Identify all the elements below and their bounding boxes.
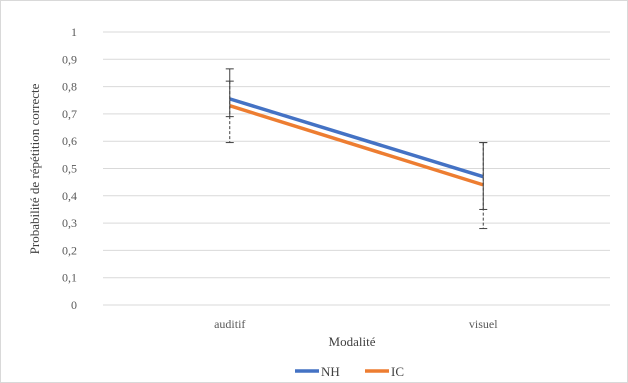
y-axis-title: Probabilité de répétition correcte bbox=[27, 83, 42, 254]
y-tick-labels: 0 0,1 0,2 0,3 0,4 0,5 0,6 0,7 0,8 0,9 1 bbox=[62, 25, 77, 312]
y-tick-label: 0,1 bbox=[62, 271, 77, 285]
y-tick-label: 0,7 bbox=[62, 107, 77, 121]
y-tick-label: 1 bbox=[71, 25, 77, 39]
x-axis-title: Modalité bbox=[329, 334, 376, 349]
series-lines bbox=[229, 97, 484, 187]
series-line-nh bbox=[229, 97, 484, 179]
y-tick-label: 0,9 bbox=[62, 52, 77, 66]
x-tick-label: auditif bbox=[214, 317, 245, 331]
error-bars bbox=[225, 68, 488, 230]
y-tick-label: 0,4 bbox=[62, 189, 77, 203]
series-line-ic bbox=[229, 104, 484, 187]
x-tick-labels: auditif visuel bbox=[214, 317, 498, 331]
x-tick-label: visuel bbox=[469, 317, 498, 331]
y-tick-label: 0,6 bbox=[62, 134, 77, 148]
y-tick-label: 0 bbox=[71, 298, 77, 312]
y-tick-label: 0,3 bbox=[62, 216, 77, 230]
y-tick-label: 0,5 bbox=[62, 162, 77, 176]
legend-label-ic: IC bbox=[391, 364, 404, 379]
legend-label-nh: NH bbox=[321, 364, 340, 379]
gridlines bbox=[103, 31, 610, 306]
y-tick-label: 0,8 bbox=[62, 80, 77, 94]
y-tick-label: 0,2 bbox=[62, 243, 77, 257]
legend: NH IC bbox=[295, 364, 404, 379]
